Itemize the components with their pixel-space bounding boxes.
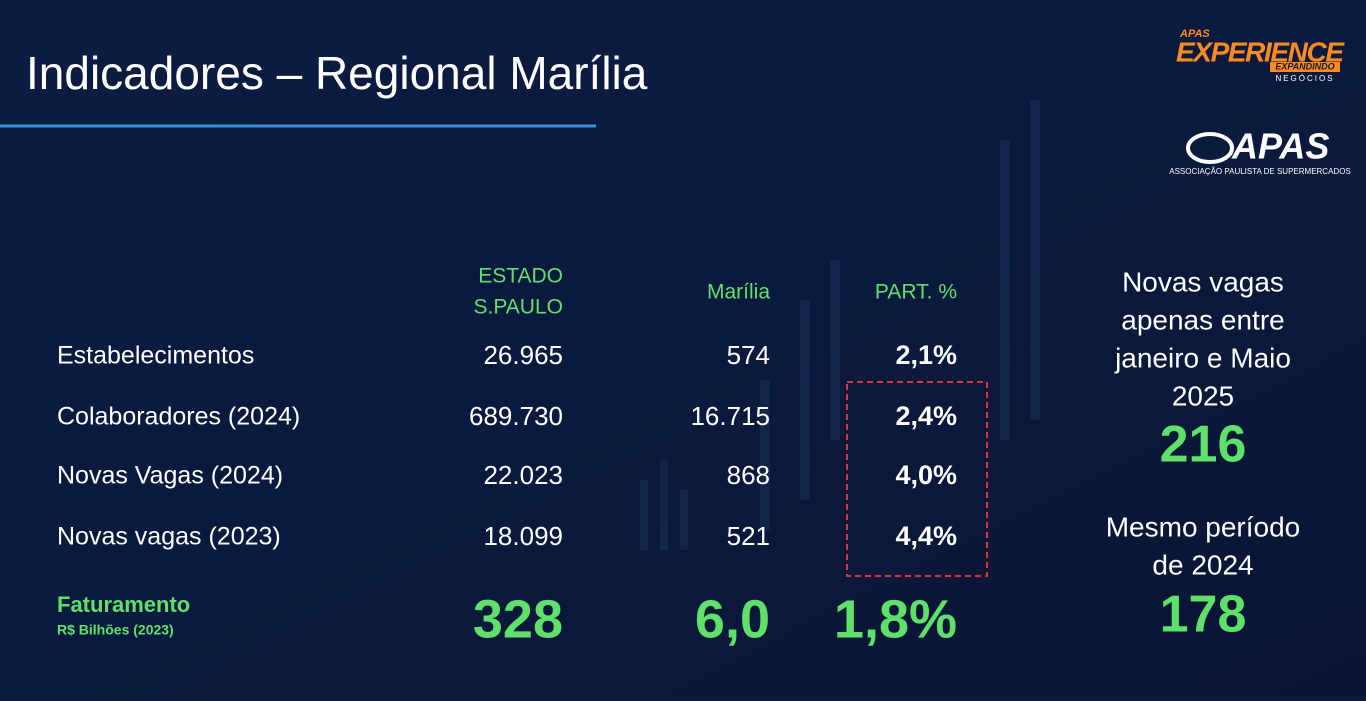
experience-logo: APAS EXPERIENCE EXPANDINDO NEGÓCIOS — [1176, 28, 1345, 83]
value-cell: 26.965 — [483, 340, 563, 370]
value-cell: 868 — [727, 460, 770, 490]
row-label: Estabelecimentos — [57, 342, 254, 370]
side-value: 216 — [1160, 416, 1247, 474]
value-cell: 574 — [727, 340, 770, 370]
apas-subtitle: ASSOCIAÇÃO PAULISTA DE SUPERMERCADOS — [1169, 167, 1351, 176]
value-cell: 689.730 — [469, 401, 563, 431]
total-value: 1,8% — [834, 589, 957, 649]
column-header: Marília — [707, 281, 770, 304]
logo-tagline: EXPANDINDO — [1275, 61, 1334, 71]
highlight-box — [846, 381, 988, 577]
share-cell: 2,4% — [895, 401, 957, 431]
side-text: janeiro e Maio — [1114, 342, 1291, 373]
side-text: Mesmo período — [1106, 511, 1301, 542]
side-text: apenas entre — [1121, 304, 1284, 335]
logo-small: APAS — [1179, 28, 1210, 40]
value-cell: 18.099 — [483, 521, 563, 551]
total-value: 6,0 — [695, 589, 770, 649]
total-value: 328 — [473, 589, 563, 649]
apas-logo: APAS ASSOCIAÇÃO PAULISTA DE SUPERMERCADO… — [1169, 126, 1351, 177]
side-text: de 2024 — [1152, 549, 1253, 580]
column-header: ESTADO — [478, 265, 563, 288]
row-label: Novas Vagas (2024) — [57, 462, 283, 490]
share-cell: 4,4% — [895, 521, 957, 551]
value-cell: 521 — [727, 521, 770, 551]
share-cell: 2,1% — [895, 340, 957, 370]
column-header: PART. % — [875, 281, 957, 304]
apas-name: APAS — [1231, 126, 1329, 167]
row-label: Colaboradores (2024) — [57, 403, 300, 431]
total-sublabel: R$ Bilhões (2023) — [57, 622, 174, 638]
side-value: 178 — [1160, 586, 1247, 644]
row-label: Novas vagas (2023) — [57, 523, 281, 551]
logo-tagline2: NEGÓCIOS — [1275, 74, 1334, 83]
logo-band — [1270, 62, 1340, 72]
title: Indicadores – Regional Marília — [26, 47, 648, 99]
total-label: Faturamento — [57, 592, 190, 617]
background-decoration — [640, 100, 1040, 550]
side-text: Novas vagas — [1122, 266, 1284, 297]
value-cell: 22.023 — [483, 460, 563, 490]
column-header: S.PAULO — [474, 296, 563, 319]
value-cell: 16.715 — [690, 401, 770, 431]
apas-emblem — [1186, 132, 1234, 164]
side-text: 2025 — [1172, 380, 1234, 411]
share-cell: 4,0% — [895, 460, 957, 490]
